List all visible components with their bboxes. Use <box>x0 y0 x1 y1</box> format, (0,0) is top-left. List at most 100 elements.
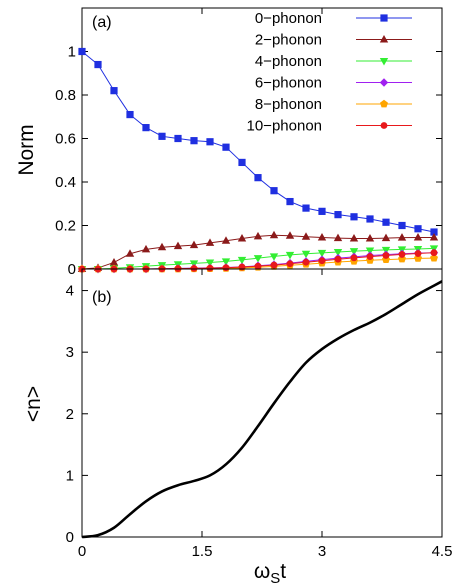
legend-label-1: 2−phonon <box>255 32 322 49</box>
series-5-point <box>398 251 406 258</box>
legend-marker-0 <box>380 14 388 22</box>
series-0-point <box>142 124 150 132</box>
series-0-point <box>222 143 230 151</box>
series-2-point <box>205 259 215 267</box>
panel-b-xtick-label: 4.5 <box>432 543 453 560</box>
panel-b-ytick-label: 3 <box>66 344 74 361</box>
panel-b-xlabel: ωSt <box>254 560 286 587</box>
series-0-point <box>254 174 262 182</box>
legend-marker-5 <box>380 122 388 129</box>
panel-a-legend: 0−phonon 2−phonon 4−phonon 6−phonon 8−phonon… <box>247 10 412 135</box>
series-2-point <box>349 248 359 256</box>
legend-label-2: 4−phonon <box>255 53 322 70</box>
xlabel-omega: ω <box>254 560 270 583</box>
panel-a-norm: 0 0.2 0.4 0.6 0.8 1 (a) Norm 0−phonon 2−phonon… <box>15 7 443 278</box>
series-0-point <box>174 134 182 143</box>
legend-marker-3 <box>379 78 389 87</box>
series-5-point <box>430 249 438 257</box>
series-1-point <box>189 240 199 249</box>
series-1-point <box>381 233 391 242</box>
series-5-point <box>350 254 358 262</box>
series-1-point <box>429 232 439 241</box>
series-1-point <box>173 241 183 250</box>
panel-a-label: (a) <box>92 14 112 31</box>
series-0-point <box>110 87 118 95</box>
series-1-point <box>333 233 343 242</box>
panel-a-series <box>77 47 439 274</box>
series-0-point <box>126 110 134 119</box>
series-4-point <box>430 253 438 262</box>
panel-b-mean-phonon: 0 1 2 3 4 0 1.5 3 4.5 (b) <n> ωSt <box>22 268 453 587</box>
series-0-point <box>366 215 374 223</box>
series-1-point <box>205 238 215 246</box>
series-5-point <box>382 252 390 259</box>
legend-marker-4 <box>380 99 388 108</box>
series-1-point <box>285 231 295 239</box>
panel-b-y-ticks: 0 1 2 3 4 <box>66 283 442 546</box>
series-0-point <box>206 138 214 146</box>
panel-b-ytick-label: 4 <box>66 283 74 300</box>
panel-b-xtick-label: 0 <box>78 543 86 560</box>
panel-b-label: (b) <box>92 289 112 306</box>
legend-label-0: 0−phonon <box>255 10 322 27</box>
panel-a-ytick-label: 0.6 <box>55 131 76 148</box>
series-5-point <box>190 264 198 272</box>
series-1-point <box>301 232 311 240</box>
series-2-point <box>221 258 231 266</box>
series-0-point <box>94 60 102 69</box>
series-0-point <box>238 158 246 167</box>
series-1-point <box>397 233 407 241</box>
xlabel-t: t <box>280 560 286 583</box>
series-0-point <box>270 187 278 195</box>
series-5-point <box>254 262 262 270</box>
series-5-point <box>366 253 374 261</box>
series-1-point <box>237 234 247 242</box>
series-5-point <box>414 250 422 257</box>
series-0-point <box>78 47 86 56</box>
series-0-point <box>158 132 166 140</box>
panel-b-ylabel: <n> <box>22 386 45 422</box>
panel-b-x-ticks: 0 1.5 3 4.5 <box>78 269 453 560</box>
panel-a-y-ticks: 0 0.2 0.4 0.6 0.8 1 <box>55 8 443 278</box>
panel-b-ytick-label: 1 <box>66 467 74 484</box>
series-1-point <box>141 244 151 253</box>
panel-a-ylabel: Norm <box>15 124 38 175</box>
series-0-point <box>430 228 438 236</box>
series-5-point <box>206 264 214 272</box>
series-0-point <box>350 213 358 221</box>
series-2-point <box>333 249 343 257</box>
series-2-point <box>269 253 279 261</box>
series-0-point <box>398 221 406 230</box>
panel-b-ytick-label: 0 <box>66 529 74 546</box>
panel-a-ytick-label: 0.8 <box>55 87 76 104</box>
series-1-point <box>109 257 119 266</box>
series-1-point <box>349 234 359 242</box>
series-1-point <box>221 236 231 244</box>
series-1-point <box>157 242 167 251</box>
series-1-point <box>413 232 423 241</box>
panel-b-xtick-label: 3 <box>318 543 326 560</box>
series-0-point <box>414 225 422 233</box>
series-0-point <box>286 197 294 206</box>
series-2-point <box>317 249 327 258</box>
series-5-point <box>286 260 294 268</box>
series-0-point <box>334 211 342 219</box>
series-1-point <box>269 230 279 239</box>
legend-label-4: 8−phonon <box>255 96 322 113</box>
series-1-point <box>365 234 375 242</box>
series-2-point <box>253 255 263 263</box>
series-2-point <box>237 256 247 265</box>
panel-b-frame <box>81 268 443 538</box>
panel-a-ytick-label: 1 <box>68 44 76 61</box>
panel-b-xtick-label: 1.5 <box>192 543 213 560</box>
series-1-point <box>317 232 327 241</box>
series-1-point <box>253 231 263 240</box>
xlabel-subscript: S <box>270 570 280 587</box>
panel-b-ytick-label: 2 <box>66 406 74 423</box>
series-2-point <box>365 247 375 256</box>
series-0-point <box>318 207 326 215</box>
panel-a-ytick-label: 0.4 <box>55 174 76 191</box>
panel-a-ytick-label: 0.2 <box>55 218 76 235</box>
series-5-point <box>270 261 278 269</box>
